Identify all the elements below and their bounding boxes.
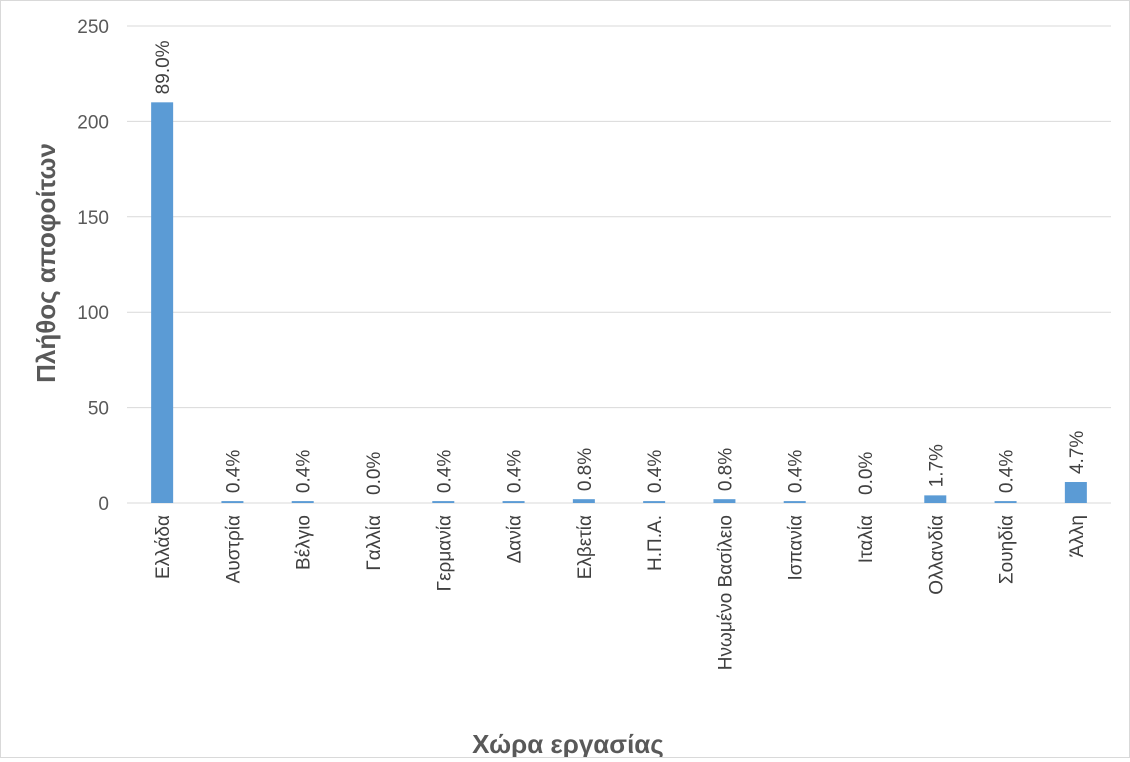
x-tick-label: Γαλλία bbox=[364, 515, 385, 571]
bar bbox=[994, 501, 1017, 503]
bar bbox=[924, 495, 947, 503]
x-tick-label: Ισπανία bbox=[786, 515, 807, 581]
bars bbox=[151, 102, 1087, 503]
x-tick-label: Ηνωμένο Βασίλειο bbox=[715, 515, 736, 670]
x-tick-label: Δανία bbox=[505, 515, 526, 563]
data-label: 0.4% bbox=[223, 450, 244, 493]
y-tick-label: 150 bbox=[77, 208, 109, 229]
data-label: 89.0% bbox=[153, 40, 174, 94]
x-axis-title: Χώρα εργασίας bbox=[472, 729, 664, 757]
gridlines bbox=[127, 25, 1111, 504]
data-label: 0.4% bbox=[645, 450, 666, 493]
y-tick-labels: 0 50 100 150 200 250 bbox=[77, 17, 109, 515]
bar bbox=[221, 501, 244, 503]
bar bbox=[502, 501, 525, 503]
data-label: 0.4% bbox=[505, 450, 526, 493]
data-label: 0.0% bbox=[364, 452, 385, 495]
bar bbox=[783, 501, 806, 503]
y-tick-label: 0 bbox=[98, 494, 109, 515]
data-label: 0.4% bbox=[434, 450, 455, 493]
bar bbox=[432, 501, 455, 503]
x-tick-label: Άλλη bbox=[1067, 515, 1088, 557]
data-label: 0.4% bbox=[294, 450, 315, 493]
data-label: 0.8% bbox=[575, 448, 596, 491]
y-tick-label: 100 bbox=[77, 303, 109, 324]
bar bbox=[643, 501, 666, 503]
y-tick-label: 250 bbox=[77, 17, 109, 38]
y-tick-label: 200 bbox=[77, 112, 109, 133]
x-tick-label: Η.Π.Α. bbox=[645, 515, 666, 571]
y-axis-title: Πλήθος αποφοίτων bbox=[31, 143, 61, 383]
data-label: 1.7% bbox=[926, 444, 947, 487]
x-tick-label: Γερμανία bbox=[434, 515, 455, 591]
bar bbox=[151, 102, 174, 503]
x-tick-label: Βέλγιο bbox=[294, 515, 315, 570]
bar bbox=[1064, 482, 1087, 503]
data-label: 0.4% bbox=[786, 450, 807, 493]
data-label: 4.7% bbox=[1067, 431, 1088, 474]
data-label: 0.8% bbox=[715, 448, 736, 491]
x-tick-label: Σουηδία bbox=[997, 515, 1018, 584]
x-tick-label: Ελλάδα bbox=[153, 515, 174, 579]
bar bbox=[291, 501, 314, 503]
x-tick-label: Ιταλία bbox=[856, 515, 877, 563]
data-label: 0.4% bbox=[997, 450, 1018, 493]
x-tick-labels: Ελλάδα Αυστρία Βέλγιο Γαλλία Γερμανία Δανία Ελ… bbox=[153, 515, 1088, 670]
bar bbox=[572, 499, 595, 503]
y-tick-label: 50 bbox=[88, 399, 109, 420]
bar bbox=[713, 499, 736, 503]
data-labels: 89.0% 0.4% 0.4% 0.0% 0.4% 0.4% 0.8% 0.4% 0.8% 0.4… bbox=[153, 40, 1088, 495]
x-tick-label: Ελβετία bbox=[575, 515, 596, 579]
x-tick-label: Αυστρία bbox=[223, 515, 244, 583]
x-tick-label: Ολλανδία bbox=[926, 515, 947, 595]
data-label: 0.0% bbox=[856, 452, 877, 495]
